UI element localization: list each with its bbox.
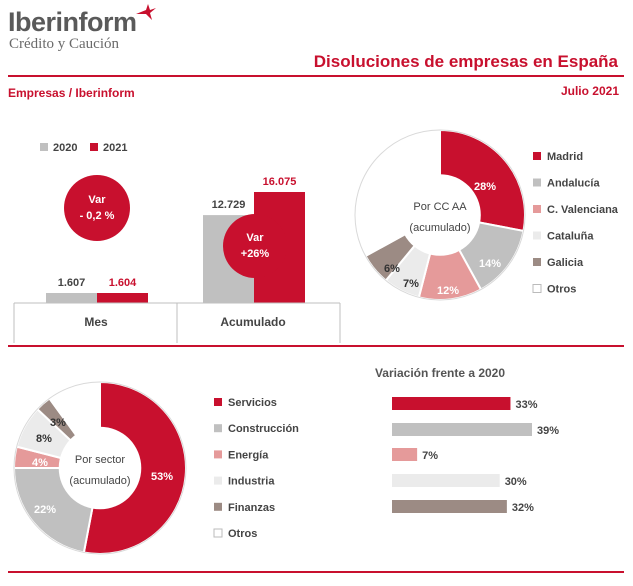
- pie-value-label-galicia: 6%: [384, 263, 400, 275]
- variation-chart-title: Variación frente a 2020: [375, 366, 505, 380]
- pie-value-label-andaluc-a: 14%: [479, 258, 501, 270]
- pie-region-legend: Madrid Andalucía C. Valenciana Cataluña Gali…: [532, 151, 619, 296]
- brand-logo-subtitle: Crédito y Caución: [9, 36, 119, 52]
- pie-center-label-line2: (acumulado): [69, 475, 130, 487]
- legend-label-catalu-a: Cataluña: [547, 231, 594, 243]
- category-label-mes: Mes: [84, 315, 108, 329]
- variation-badge-mes-line1: Var: [88, 194, 106, 206]
- pie-value-label-energ-a: 4%: [32, 457, 48, 469]
- variation-value-construcci-n: 39%: [537, 425, 559, 437]
- variation-bar-industria: [392, 474, 500, 487]
- legend-swatch-galicia: [533, 258, 541, 266]
- variation-bar-construcci-n: [392, 423, 532, 436]
- date-label: Julio 2021: [560, 84, 619, 98]
- variation-badge-acumulado-line2: +26%: [241, 248, 270, 260]
- pie-center-label-line1: Por CC AA: [413, 201, 467, 213]
- brand-bird-icon: [136, 4, 156, 20]
- pie-value-label-c-valenciana: 12%: [437, 285, 459, 297]
- pie-center: [399, 174, 481, 256]
- legend-label-galicia: Galicia: [547, 257, 584, 269]
- variation-bar-servicios: [392, 397, 511, 410]
- legend-label-servicios: Servicios: [228, 397, 277, 409]
- bar-chart-dissolutions: 2020 2021 1.607 1.604 12.729 16.075 Mes Acu…: [13, 142, 341, 343]
- variation-value-finanzas: 32%: [512, 502, 534, 514]
- legend-swatch-2021: [90, 143, 98, 151]
- variation-bar-chart: 33% 39% 7% 30% 32%: [392, 397, 559, 514]
- legend-swatch-2020: [40, 143, 48, 151]
- bar-value-2021-mes: 1.604: [109, 277, 137, 289]
- legend-swatch-otros: [532, 284, 542, 293]
- variation-badge-mes: [64, 175, 130, 241]
- variation-value-servicios: 33%: [515, 399, 537, 411]
- legend-label-c-valenciana: C. Valenciana: [547, 204, 619, 216]
- pie-center-label-line1: Por sector: [75, 454, 125, 466]
- pie-center: [58, 426, 142, 510]
- legend-swatch-energ-a: [214, 450, 222, 459]
- category-label-acumulado: Acumulado: [220, 315, 285, 329]
- pie-value-label-catalu-a: 7%: [403, 278, 419, 290]
- bar-value-2020-acumulado: 12.729: [212, 199, 246, 211]
- legend-label-otros: Otros: [547, 284, 576, 296]
- legend-label-2020: 2020: [53, 142, 77, 154]
- legend-swatch-madrid: [533, 152, 541, 160]
- page-title: Disoluciones de empresas en España: [313, 52, 618, 71]
- source-label: Empresas / Iberinform: [8, 86, 135, 100]
- title-divider: [8, 75, 624, 77]
- pie-outline: [13, 381, 187, 555]
- variation-value-energ-a: 7%: [422, 450, 438, 462]
- legend-swatch-construcci-n: [214, 424, 222, 433]
- variation-badge-acumulado: [223, 214, 287, 278]
- legend-swatch-otros: [213, 528, 223, 538]
- footer-divider: [8, 571, 624, 573]
- legend-label-madrid: Madrid: [547, 151, 583, 163]
- legend-label-construcci-n: Construcción: [228, 423, 299, 435]
- pie-sector-legend: Servicios Construcción Energía Industria Fin…: [213, 397, 299, 540]
- legend-swatch-andaluc-a: [533, 178, 541, 187]
- pie-outline: [354, 129, 526, 301]
- pie-value-label-industria: 8%: [36, 433, 52, 445]
- legend-swatch-industria: [214, 476, 222, 485]
- legend-label-industria: Industria: [228, 476, 275, 488]
- bar-value-2021-acumulado: 16.075: [263, 176, 297, 188]
- variation-bar-finanzas: [392, 500, 507, 513]
- legend-label-finanzas: Finanzas: [228, 502, 275, 514]
- bar-2020-mes: [46, 293, 97, 303]
- pie-chart-by-region: Por CC AA (acumulado) 28% 14% 12% 7%6%: [354, 128, 526, 301]
- pie-chart-by-sector: Por sector (acumulado) 53% 22% 4% 8% 3%: [12, 380, 187, 555]
- legend-label-energ-a: Energía: [228, 449, 269, 461]
- pie-value-label-finanzas: 3%: [50, 417, 66, 429]
- section-divider: [8, 345, 624, 347]
- pie-center-label-line2: (acumulado): [409, 222, 470, 234]
- bar-2021-mes: [97, 293, 148, 303]
- bar-value-2020-mes: 1.607: [58, 277, 86, 289]
- brand-logo-name: Iberinform: [8, 7, 137, 37]
- legend-label-2021: 2021: [103, 142, 127, 154]
- legend-swatch-catalu-a: [533, 231, 541, 240]
- pie-value-label-madrid: 28%: [474, 181, 496, 193]
- pie-value-label-construcci-n: 22%: [34, 504, 56, 516]
- variation-bar-energ-a: [392, 448, 418, 461]
- legend-swatch-servicios: [214, 398, 222, 406]
- legend-label-andaluc-a: Andalucía: [547, 178, 600, 190]
- legend-swatch-finanzas: [214, 502, 222, 511]
- variation-badge-mes-line2: - 0,2 %: [80, 210, 115, 222]
- pie-value-label-servicios: 53%: [151, 471, 173, 483]
- variation-badge-acumulado-line1: Var: [246, 232, 264, 244]
- legend-label-otros: Otros: [228, 528, 257, 540]
- legend-swatch-c-valenciana: [533, 205, 541, 213]
- bar-value-labels: 1.607 1.604 12.729 16.075: [58, 176, 297, 289]
- variation-value-industria: 30%: [505, 476, 527, 488]
